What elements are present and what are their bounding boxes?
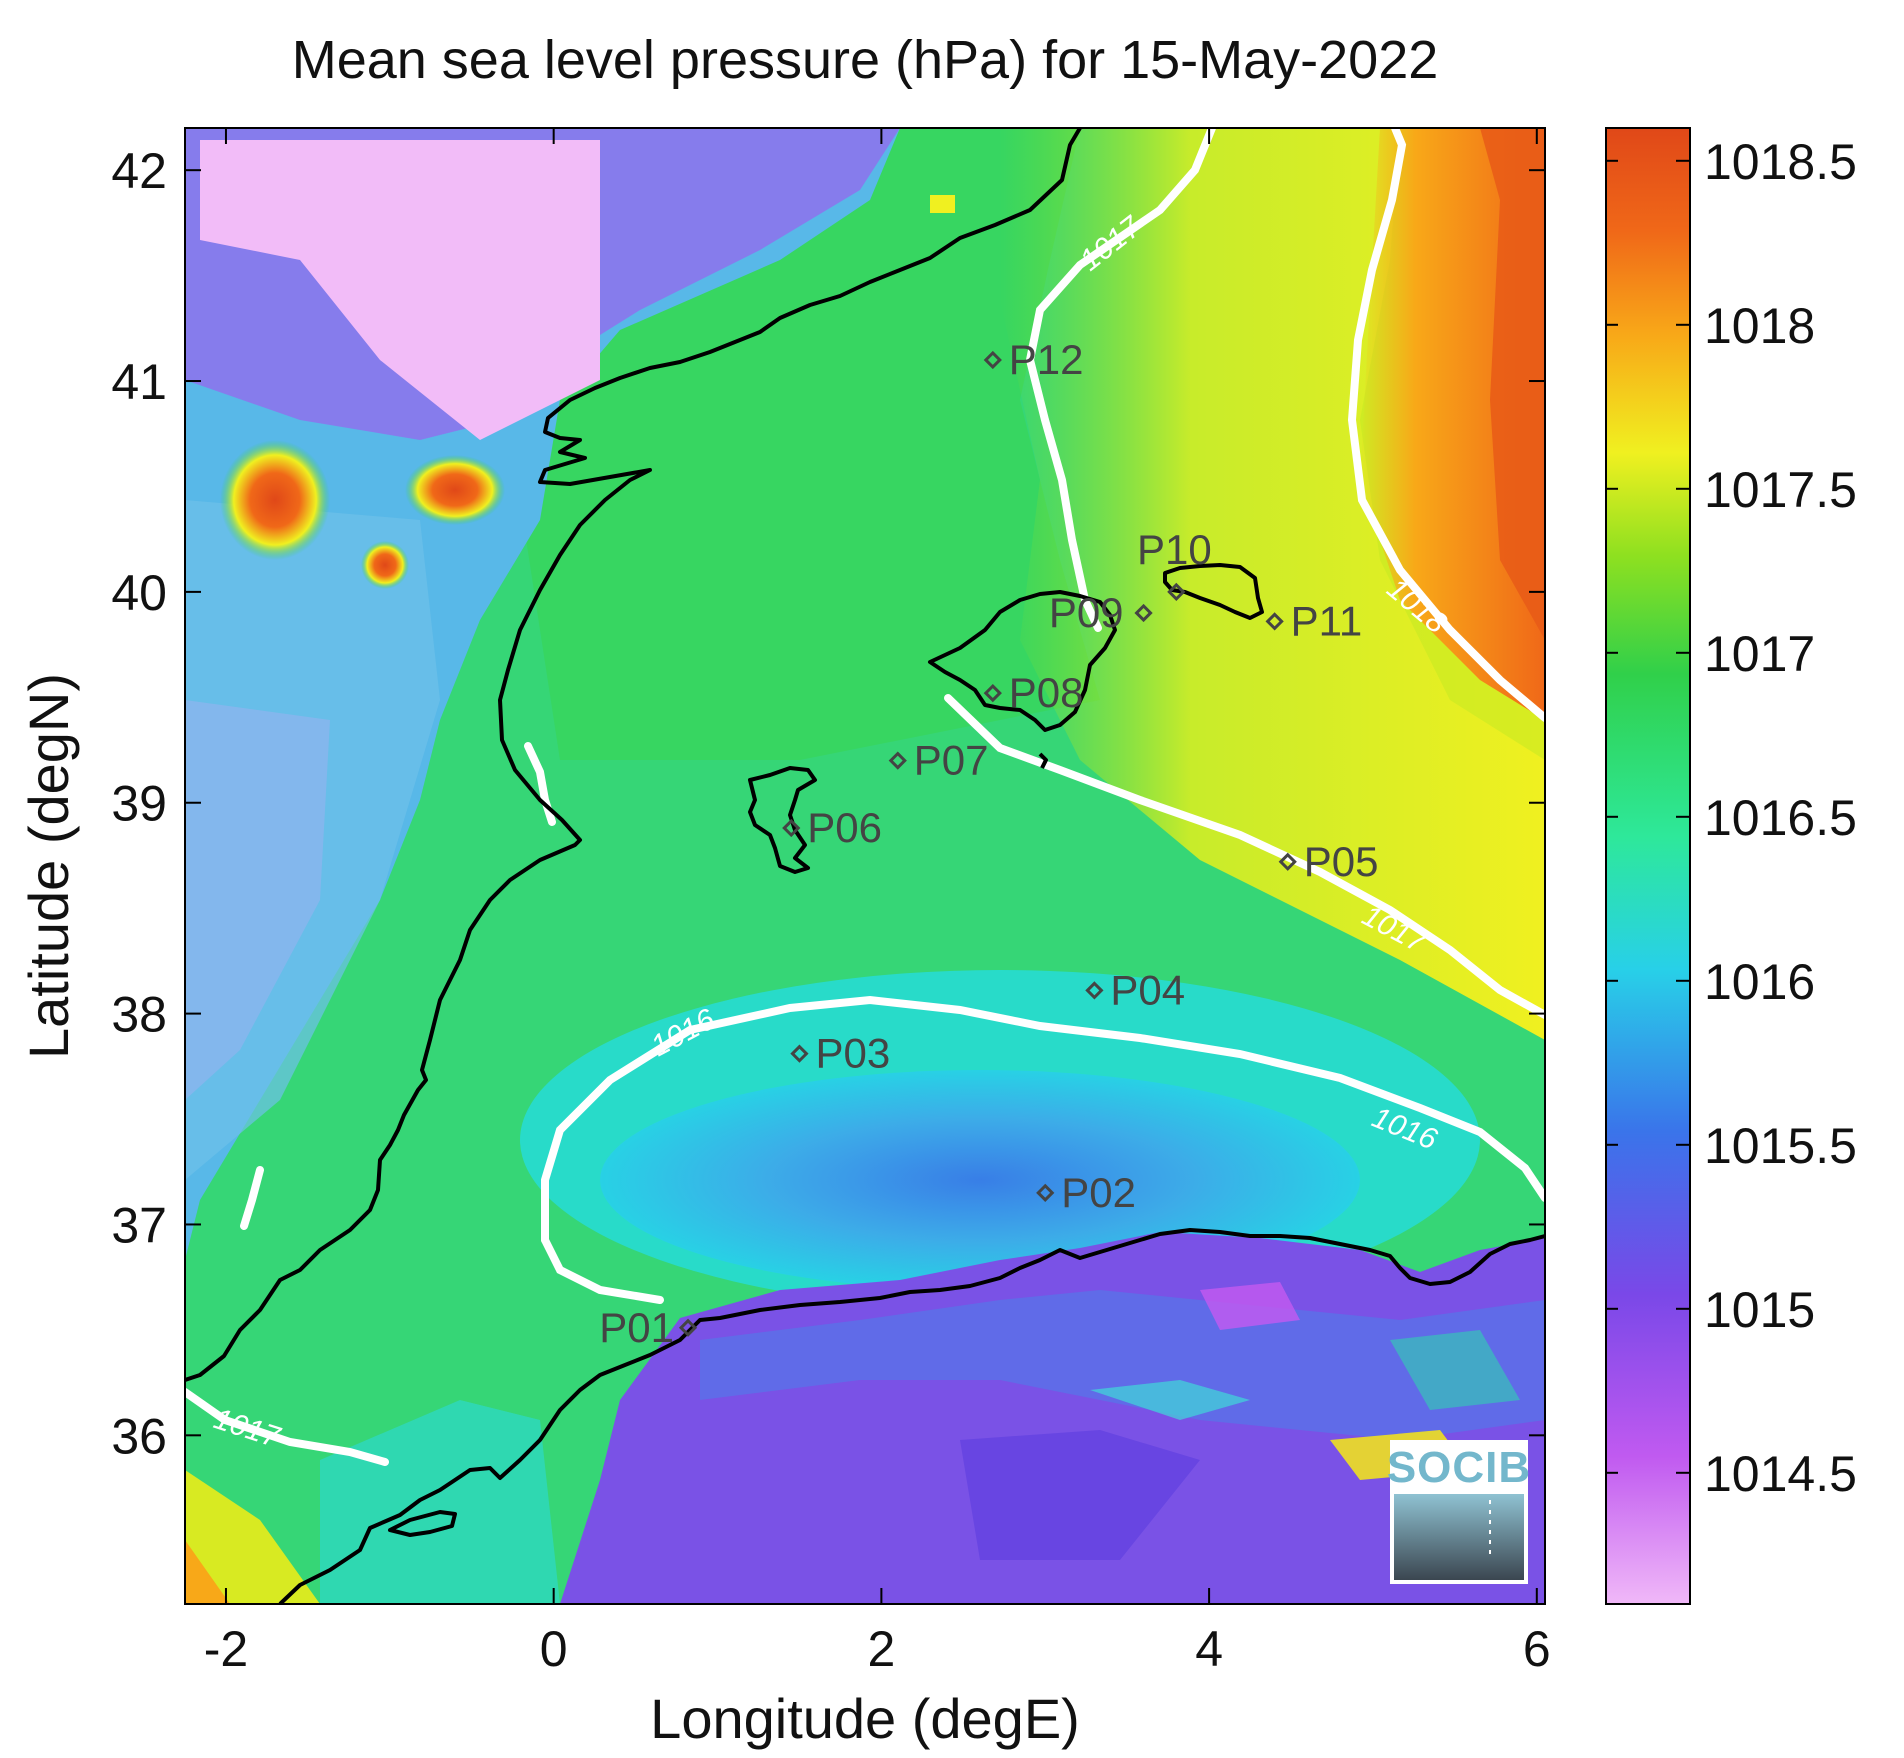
chart-title: Mean sea level pressure (hPa) for 15-May… xyxy=(292,30,1439,90)
y-axis-ticks: 36 37 38 39 40 41 42 xyxy=(111,143,1545,1464)
x-tick-label: 6 xyxy=(1523,1621,1551,1677)
station-marker xyxy=(983,683,1002,703)
coastline-cabrera xyxy=(1038,752,1048,769)
colorbar-tick-label: 1016.5 xyxy=(1704,790,1857,846)
station-label: P09 xyxy=(1049,589,1124,636)
y-tick-label: 38 xyxy=(111,987,167,1043)
isobar-1016 xyxy=(541,995,1545,1244)
station-label: P06 xyxy=(807,804,882,851)
station-label: P08 xyxy=(1009,669,1084,716)
coastline-iberia xyxy=(185,128,1082,1382)
station-label: P07 xyxy=(914,737,989,784)
station-marker xyxy=(678,1318,698,1337)
colorbar-tick-label: 1014.5 xyxy=(1704,1446,1857,1502)
colorbar-tick-label: 1018 xyxy=(1704,298,1815,354)
isobar-1017-mid xyxy=(944,694,1545,1019)
isobar-1016-south xyxy=(541,1236,664,1304)
pressure-field xyxy=(185,128,1545,1604)
colorbar-tick-label: 1017.5 xyxy=(1704,462,1857,518)
colorbar-tick-label: 1015 xyxy=(1704,1282,1815,1338)
coastline-north-africa xyxy=(278,1228,1545,1604)
station-label: P05 xyxy=(1304,838,1379,885)
y-tick-label: 37 xyxy=(111,1197,167,1253)
station-label: P03 xyxy=(815,1030,890,1077)
colorbar-tick-label: 1018.5 xyxy=(1704,134,1857,190)
y-tick-label: 41 xyxy=(111,354,167,410)
isobar-1018 xyxy=(1347,128,1545,722)
isobars xyxy=(185,128,1545,1466)
station-marker xyxy=(1278,852,1297,871)
x-tick-label: 0 xyxy=(540,1621,568,1677)
station-label: P12 xyxy=(1009,336,1084,383)
isobar-1017-coast-a xyxy=(524,742,556,826)
coastlines xyxy=(185,128,1545,1604)
isobar-1017-coast-b xyxy=(240,1166,264,1230)
station-marker xyxy=(1085,981,1104,1000)
station-marker xyxy=(782,818,801,838)
colorbar-ticks: 1014.5 1015 1015.5 1016 1016.5 1017 1017.5 1018… xyxy=(1606,134,1857,1502)
station-marker xyxy=(983,350,1002,370)
station-marker xyxy=(790,1044,809,1063)
x-axis-label: Longitude (degE) xyxy=(650,1687,1080,1750)
station-label: P02 xyxy=(1061,1169,1136,1216)
station-label: P11 xyxy=(1291,597,1363,644)
map-frame xyxy=(184,127,1546,1605)
x-tick-label: 4 xyxy=(1195,1621,1223,1677)
station-marker xyxy=(888,751,907,770)
station-marker xyxy=(1167,582,1186,602)
y-tick-label: 36 xyxy=(111,1408,167,1464)
colorbar xyxy=(1606,128,1690,1604)
coastline-alboran-island xyxy=(388,1510,457,1537)
isobar-1017-north xyxy=(1025,128,1216,632)
coastline-menorca xyxy=(1163,563,1264,620)
socib-logo: SOCIB xyxy=(1387,1440,1531,1584)
station-label: P10 xyxy=(1137,526,1212,573)
colorbar-tick-label: 1016 xyxy=(1704,954,1815,1010)
x-tick-label: -2 xyxy=(204,1621,248,1677)
colorbar-tick-label: 1017 xyxy=(1704,626,1815,682)
y-tick-label: 39 xyxy=(111,776,167,832)
station-markers: P01 P02 P03 P04 P05 P06 P07 P08 P09 P10 P11 P12 xyxy=(599,336,1378,1351)
coastline-ibiza xyxy=(748,766,817,874)
station-marker xyxy=(1265,612,1284,631)
y-tick-label: 40 xyxy=(111,565,167,621)
station-label: P04 xyxy=(1110,966,1185,1013)
coastline-mallorca xyxy=(928,590,1117,732)
y-tick-label: 42 xyxy=(111,143,167,199)
logo-text: SOCIB xyxy=(1387,1443,1531,1492)
colorbar-tick-label: 1015.5 xyxy=(1704,1118,1857,1174)
colorbar-frame xyxy=(1605,127,1691,1605)
station-marker xyxy=(1134,603,1153,623)
station-marker xyxy=(1036,1183,1055,1202)
x-axis-ticks: -2 0 2 4 6 xyxy=(204,128,1551,1677)
x-tick-label: 2 xyxy=(867,1621,895,1677)
isobar-1017-sw xyxy=(185,1388,389,1466)
y-axis-label: Latitude (degN) xyxy=(17,673,80,1059)
station-label: P01 xyxy=(599,1304,674,1351)
